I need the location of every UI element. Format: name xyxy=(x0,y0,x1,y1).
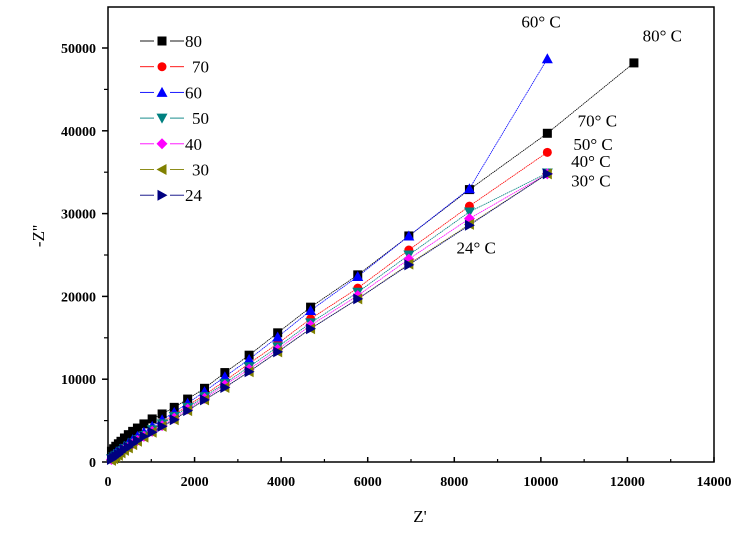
data-point-60 xyxy=(541,53,553,64)
data-point-60 xyxy=(305,304,317,315)
data-point-24 xyxy=(353,293,364,305)
y-tick-label: 20000 xyxy=(61,290,96,305)
series-markers xyxy=(105,53,639,466)
data-point-24 xyxy=(273,346,284,358)
annotation-label: 40° C xyxy=(571,152,610,171)
legend-marker-24 xyxy=(157,189,168,201)
x-tick-label: 10000 xyxy=(523,475,558,490)
legend-label-60: 60 xyxy=(185,83,202,102)
data-point-60 xyxy=(403,230,415,241)
data-point-80 xyxy=(147,414,157,424)
y-tick-label: 40000 xyxy=(61,125,96,140)
x-tick-label: 6000 xyxy=(354,475,382,490)
x-tick-label: 4000 xyxy=(267,475,295,490)
y-axis-title: -Z'' xyxy=(29,225,48,247)
y-tick-label: 30000 xyxy=(61,208,96,223)
annotation-label: 80° C xyxy=(643,26,682,45)
data-point-80 xyxy=(542,128,552,138)
data-point-60 xyxy=(463,183,475,194)
annotation-label: 24° C xyxy=(456,238,495,257)
data-point-24 xyxy=(200,394,211,406)
x-tick-label: 2000 xyxy=(181,475,209,490)
legend-marker-80 xyxy=(157,36,167,46)
y-tick-label: 0 xyxy=(89,456,96,471)
y-tick-label: 50000 xyxy=(61,42,96,57)
data-point-80 xyxy=(128,426,138,436)
data-point-24 xyxy=(132,434,143,446)
legend-label-70: 70 xyxy=(192,58,209,77)
axes: 0 2000 4000 6000 8000 10000 12000 14000 0 10000 20… xyxy=(61,42,732,490)
data-point-24 xyxy=(169,414,180,426)
legend-marker-70 xyxy=(157,62,167,72)
legend-label-24: 24 xyxy=(185,186,203,205)
annotation-label: 30° C xyxy=(571,171,610,190)
data-point-70 xyxy=(542,147,552,157)
data-point-80 xyxy=(629,58,639,68)
data-point-24 xyxy=(542,168,553,180)
data-point-80 xyxy=(157,409,167,419)
data-point-24 xyxy=(220,381,231,393)
data-point-60 xyxy=(219,371,231,382)
x-axis-title: Z' xyxy=(413,507,426,526)
data-point-24 xyxy=(183,405,194,417)
x-tick-label: 14000 xyxy=(697,475,732,490)
legend-marker-40 xyxy=(156,138,168,150)
legend: 80 70 60 50 40 30 24 xyxy=(140,32,209,205)
legend-label-40: 40 xyxy=(185,135,202,154)
data-point-24 xyxy=(139,430,150,442)
legend-label-80: 80 xyxy=(185,32,202,51)
data-point-60 xyxy=(352,271,364,282)
annotation-label: 70° C xyxy=(578,112,617,131)
x-tick-label: 0 xyxy=(105,475,112,490)
legend-marker-60 xyxy=(156,86,168,97)
annotations: 60° C 80° C 70° C 50° C40° C30° C 24° C xyxy=(456,12,682,257)
legend-label-50: 50 xyxy=(192,109,209,128)
data-point-60 xyxy=(272,331,284,342)
data-point-24 xyxy=(404,259,415,271)
data-point-24 xyxy=(157,420,168,432)
data-point-24 xyxy=(306,323,317,335)
data-point-60 xyxy=(243,353,255,364)
y-tick-label: 10000 xyxy=(61,373,96,388)
data-point-80 xyxy=(139,419,149,429)
data-point-50 xyxy=(463,207,475,218)
data-point-80 xyxy=(132,423,142,433)
series-line-80 xyxy=(111,62,635,452)
legend-marker-30 xyxy=(156,164,167,175)
legend-marker-50 xyxy=(156,113,168,124)
annotation-label: 50° C xyxy=(573,135,612,154)
legend-label-30: 30 xyxy=(192,161,209,180)
data-point-24 xyxy=(147,426,158,438)
annotation-label: 60° C xyxy=(521,12,560,31)
x-tick-label: 8000 xyxy=(440,475,468,490)
data-point-24 xyxy=(244,366,255,378)
x-tick-label: 12000 xyxy=(610,475,645,490)
data-point-24 xyxy=(464,219,475,231)
